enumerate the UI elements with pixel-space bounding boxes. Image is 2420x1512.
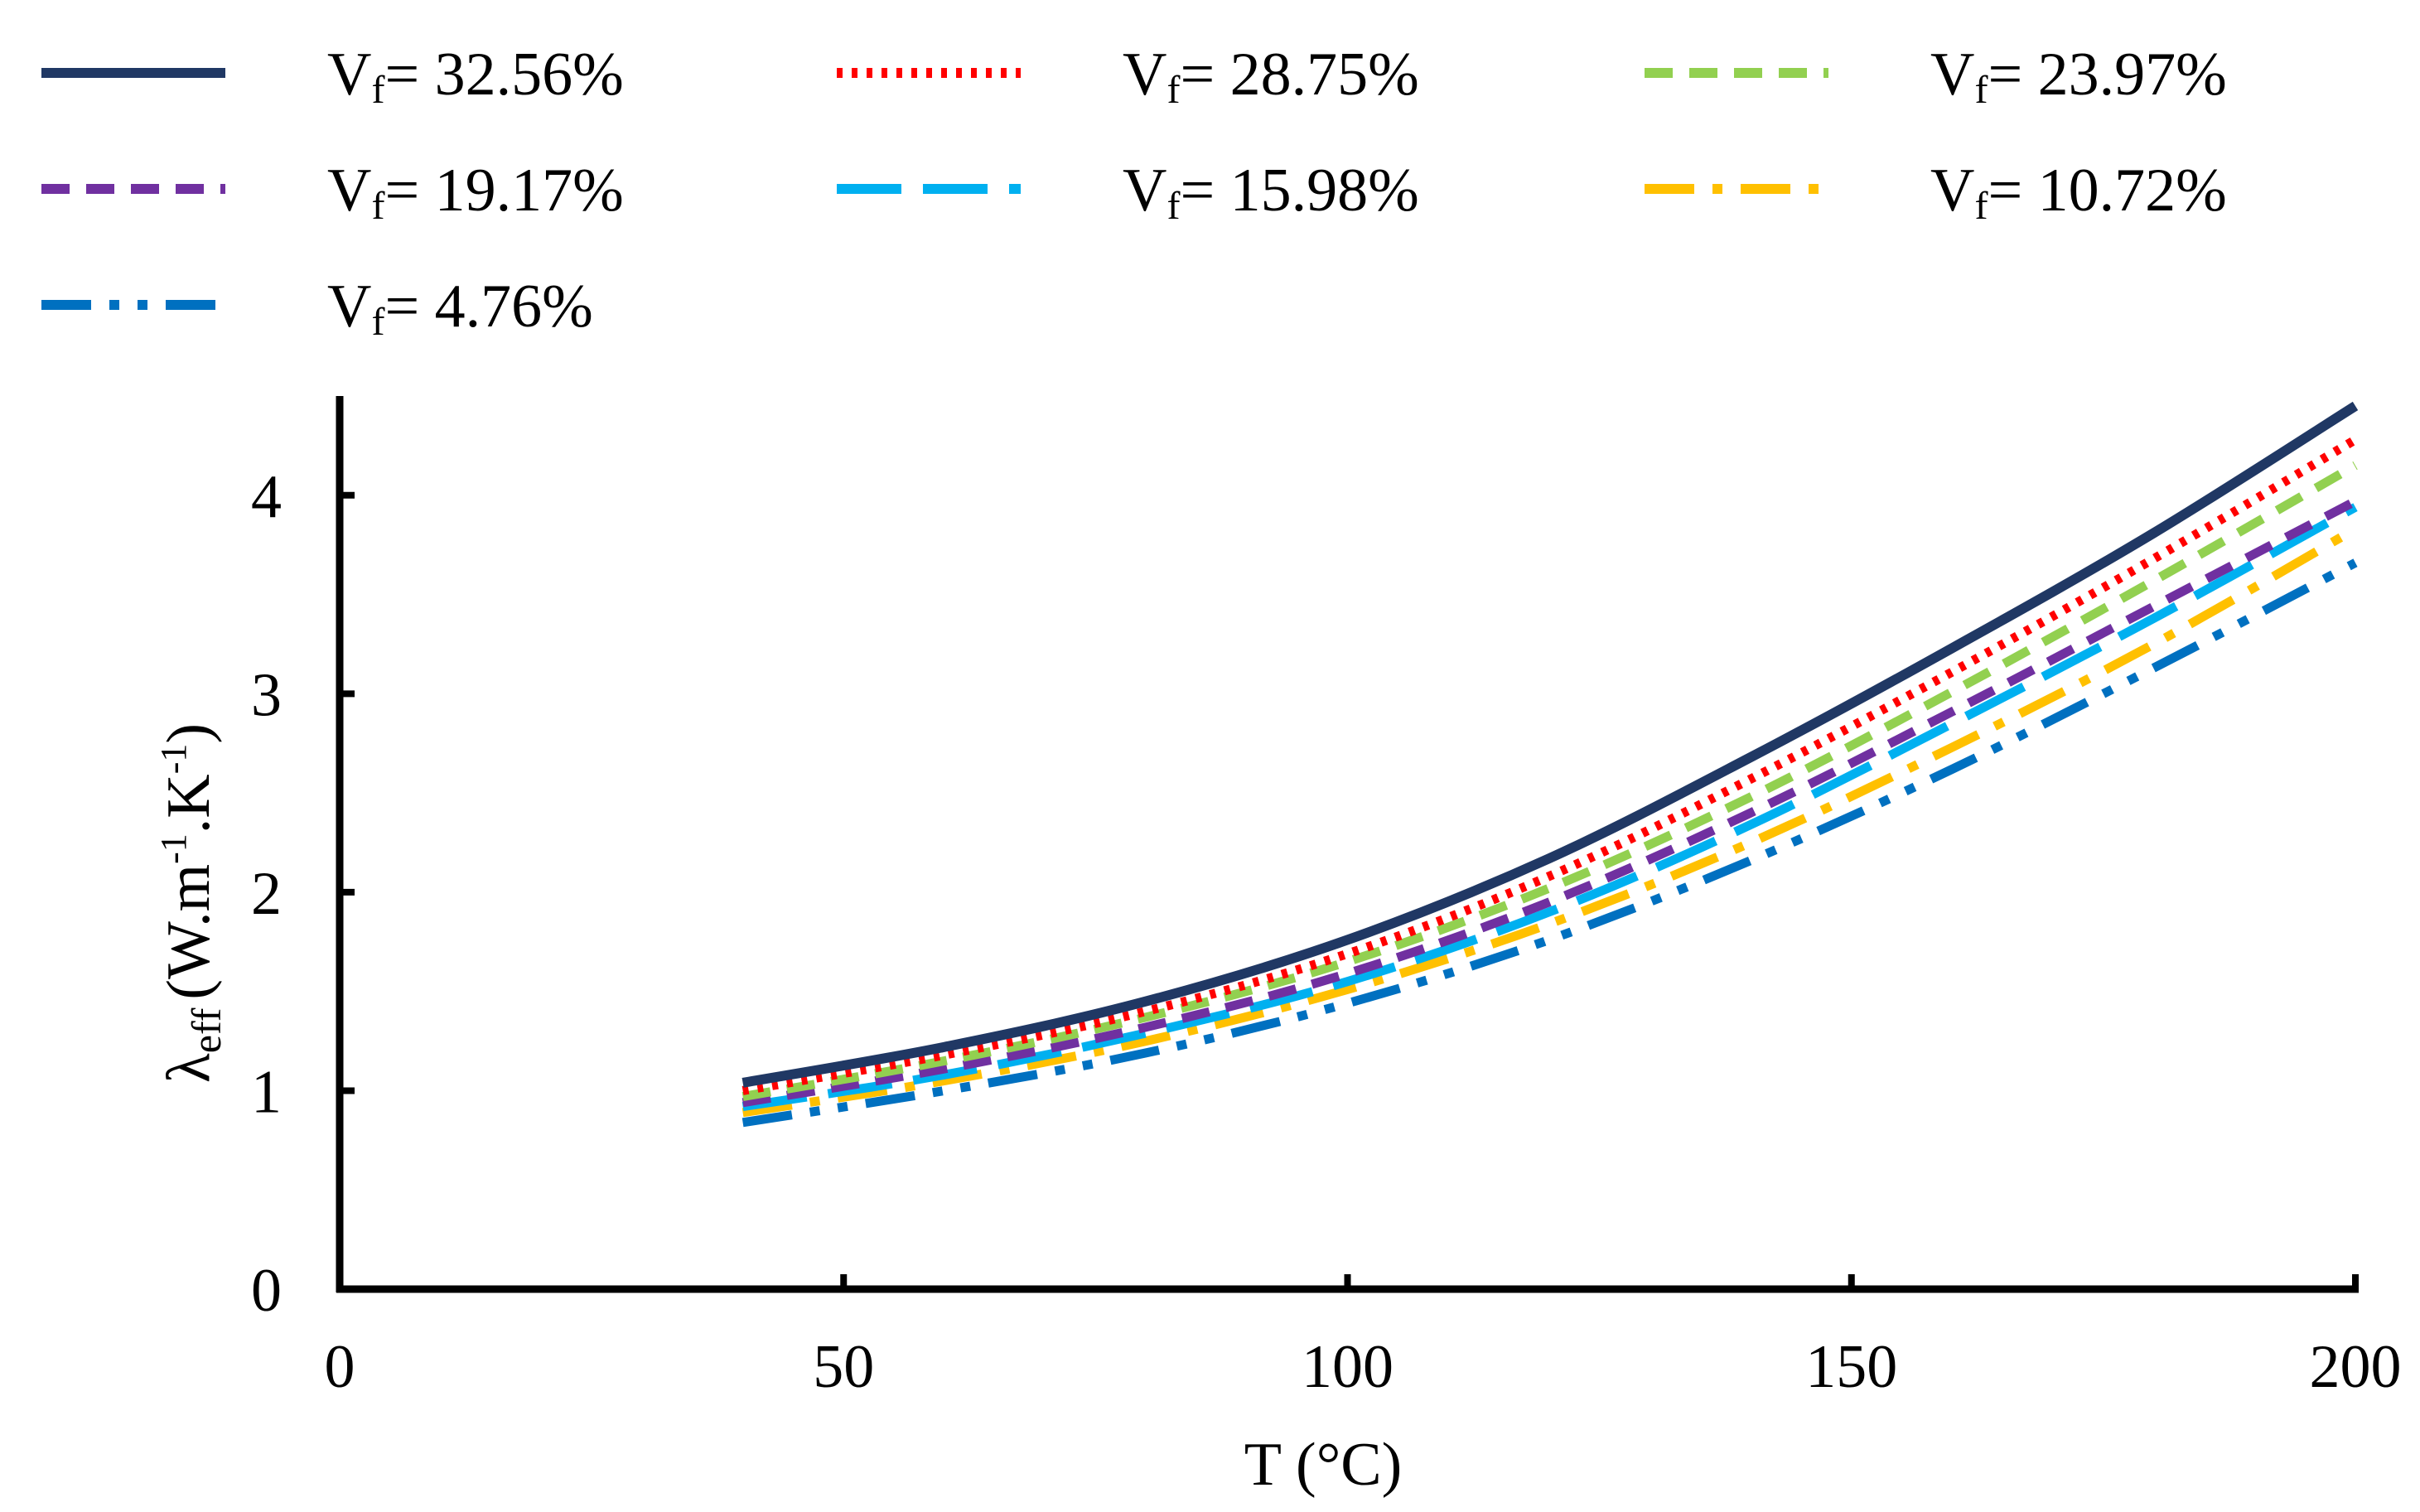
legend-label: Vf= 19.17% [327,157,624,228]
y-axis-superscript: -1 [153,744,194,775]
y-tick-label: 1 [251,1058,282,1126]
legend-label: Vf= 28.75% [1123,41,1419,112]
y-tick-label: 2 [251,860,282,928]
legend-subscript: f [1974,68,1988,112]
y-axis-title: λeff(W.m-1.K-1) [153,723,229,1083]
legend-label: Vf= 15.98% [1123,157,1419,228]
legend-subscript: f [371,300,384,344]
series-line-s1 [741,401,2359,1088]
x-tick-label: 150 [1805,1333,1897,1401]
legend-value: = 4.76% [384,273,592,341]
series-line-s2 [741,435,2358,1095]
legend-subscript: f [371,68,384,112]
series-line-s3 [741,461,2358,1102]
y-tick-label: 0 [251,1257,282,1325]
series-line-s5 [741,503,2358,1112]
plot-area: 0 50 100 150 200 0 1 2 3 4 [251,396,2402,1401]
legend: Vf= 32.56% Vf= 28.75% Vf= 23.97%Vf= 19.17%… [41,41,2227,344]
y-axis-symbol: λ [155,1053,223,1083]
legend-item-s5: Vf= 15.98% [837,157,1419,228]
legend-subscript: f [1167,184,1180,228]
legend-value: = 23.97% [1988,41,2226,109]
legend-value: = 32.56% [384,41,623,109]
legend-prefix: V [327,157,371,225]
legend-item-s1: Vf= 32.56% [41,41,624,112]
series-line-s6 [741,524,2358,1118]
legend-subscript: f [371,184,384,228]
x-axis-title: T (°C) [1244,1431,1403,1499]
y-axis-subscript: eff [183,1007,229,1053]
y-axis-units: (W.m [155,864,223,1000]
legend-value: = 15.98% [1180,157,1418,225]
legend-label: Vf= 4.76% [327,273,593,344]
legend-prefix: V [1123,41,1167,109]
axes: 0 50 100 150 200 0 1 2 3 4 [251,396,2402,1401]
legend-item-s6: Vf= 10.72% [1645,157,2227,228]
series-line-s4 [741,497,2358,1108]
x-tick-label: 100 [1302,1333,1394,1401]
legend-prefix: V [327,41,371,109]
y-tick-label: 4 [251,463,282,531]
legend-item-s4: Vf= 19.17% [41,157,624,228]
legend-prefix: V [1930,157,1974,225]
series-line-s7 [741,558,2358,1128]
legend-value: = 19.17% [384,157,623,225]
x-tick-label: 200 [2310,1333,2402,1401]
legend-item-s3: Vf= 23.97% [1645,41,2227,112]
legend-prefix: V [327,273,371,341]
legend-value: = 28.75% [1180,41,1418,109]
y-axis-title-text: λeff(W.m-1.K-1) [153,723,229,1083]
legend-prefix: V [1930,41,1974,109]
y-axis-superscript: -1 [153,833,194,864]
legend-item-s7: Vf= 4.76% [41,273,593,344]
legend-label: Vf= 23.97% [1930,41,2227,112]
y-axis-units: ) [155,723,223,744]
legend-label: Vf= 10.72% [1930,157,2227,228]
y-axis-units: .K [155,774,223,833]
x-tick-label: 0 [325,1333,355,1401]
series-group [741,401,2359,1128]
legend-subscript: f [1974,184,1988,228]
legend-subscript: f [1167,68,1180,112]
legend-item-s2: Vf= 28.75% [837,41,1419,112]
y-tick-label: 3 [251,661,282,729]
legend-label: Vf= 32.56% [327,41,624,112]
legend-value: = 10.72% [1988,157,2226,225]
x-tick-label: 50 [813,1333,874,1401]
legend-prefix: V [1123,157,1167,225]
